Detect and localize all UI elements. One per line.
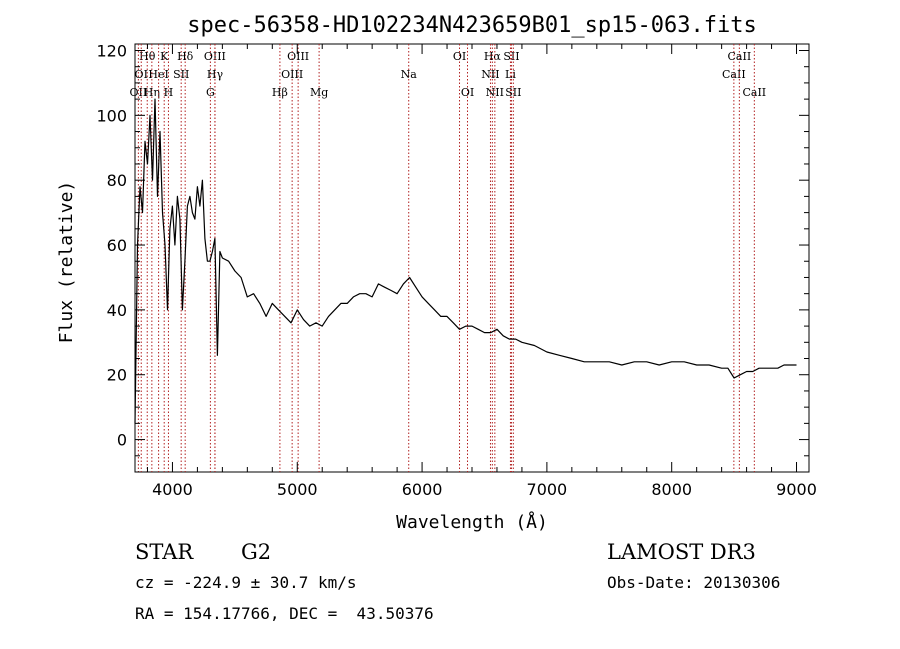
x-tick-label-4: 8000 (651, 480, 692, 499)
y-tick-label-6: 120 (96, 41, 127, 60)
obs-date: Obs-Date: 20130306 (607, 573, 780, 592)
line-marker-label-25: CaII (722, 68, 746, 81)
line-marker-label-6: H (164, 86, 174, 99)
line-marker-label-1: Hθ (139, 50, 156, 63)
x-axis-label: Wavelength (Å) (396, 511, 548, 533)
line-marker-label-12: Hβ (272, 86, 288, 99)
line-marker-label-26: CaII (728, 50, 752, 63)
line-marker-label-20: NII (481, 68, 499, 81)
line-marker-label-10: OIII (204, 50, 226, 63)
line-marker-label-11: Hγ (207, 68, 224, 81)
line-marker-label-9: G (206, 86, 215, 99)
y-tick-label-2: 40 (107, 301, 127, 320)
line-marker-label-22: SII (503, 50, 519, 63)
spectrum-line-0 (134, 98, 797, 424)
line-marker-label-4: HeI (148, 68, 168, 81)
line-marker-label-3: Hη (144, 86, 160, 99)
line-marker-label-23: Li (505, 68, 516, 81)
line-marker-label-18: OI (461, 86, 474, 99)
line-marker-label-19: Hα (484, 50, 502, 63)
tick-labels: 4000 5000 6000 7000 8000 9000 0 20 40 60 80 100 120 (96, 41, 816, 499)
line-marker-label-24: SII (505, 86, 521, 99)
line-marker-label-0: OII (130, 86, 148, 99)
x-tick-label-2: 6000 (402, 480, 443, 499)
line-markers: OII Hθ OI Hη HeI K H SII Hδ G OIII Hγ Hβ OIII OIII Mg Na… (130, 44, 766, 472)
y-tick-label-1: 20 (107, 366, 127, 385)
series-group (134, 98, 797, 424)
line-marker-label-8: Hδ (177, 50, 194, 63)
x-tick-label-3: 7000 (527, 480, 568, 499)
line-marker-label-21: NII (486, 86, 504, 99)
redshift-cz: cz = -224.9 ± 30.7 km/s (135, 573, 357, 592)
axis-ticks (135, 44, 809, 473)
object-type: STAR (135, 540, 194, 564)
line-marker-label-15: Mg (310, 86, 328, 99)
line-marker-label-16: Na (401, 68, 418, 81)
line-marker-label-13: OIII (281, 68, 303, 81)
x-tick-label-1: 5000 (277, 480, 318, 499)
y-tick-label-0: 0 (117, 431, 127, 450)
plot-frame (134, 43, 810, 473)
line-marker-label-7: SII (173, 68, 189, 81)
line-marker-label-27: CaII (742, 86, 766, 99)
y-axis-label: Flux (relative) (56, 181, 77, 344)
y-tick-label-3: 60 (107, 236, 127, 255)
line-marker-label-14: OIII (287, 50, 309, 63)
x-tick-label-5: 9000 (776, 480, 817, 499)
coordinates: RA = 154.17766, DEC = 43.50376 (135, 604, 434, 623)
y-tick-label-5: 100 (96, 106, 127, 125)
y-tick-label-4: 80 (107, 171, 127, 190)
line-marker-label-2: OI (135, 68, 148, 81)
subclass: G2 (241, 540, 271, 564)
chart-title: spec-56358-HD102234N423659B01_sp15-063.f… (187, 13, 757, 38)
line-marker-label-17: OI (453, 50, 466, 63)
survey-name: LAMOST DR3 (607, 540, 756, 564)
x-tick-label-0: 4000 (152, 480, 193, 499)
line-marker-label-5: K (160, 50, 169, 63)
